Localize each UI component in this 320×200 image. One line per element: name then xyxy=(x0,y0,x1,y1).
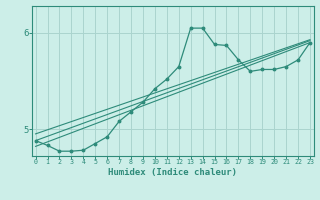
X-axis label: Humidex (Indice chaleur): Humidex (Indice chaleur) xyxy=(108,168,237,177)
